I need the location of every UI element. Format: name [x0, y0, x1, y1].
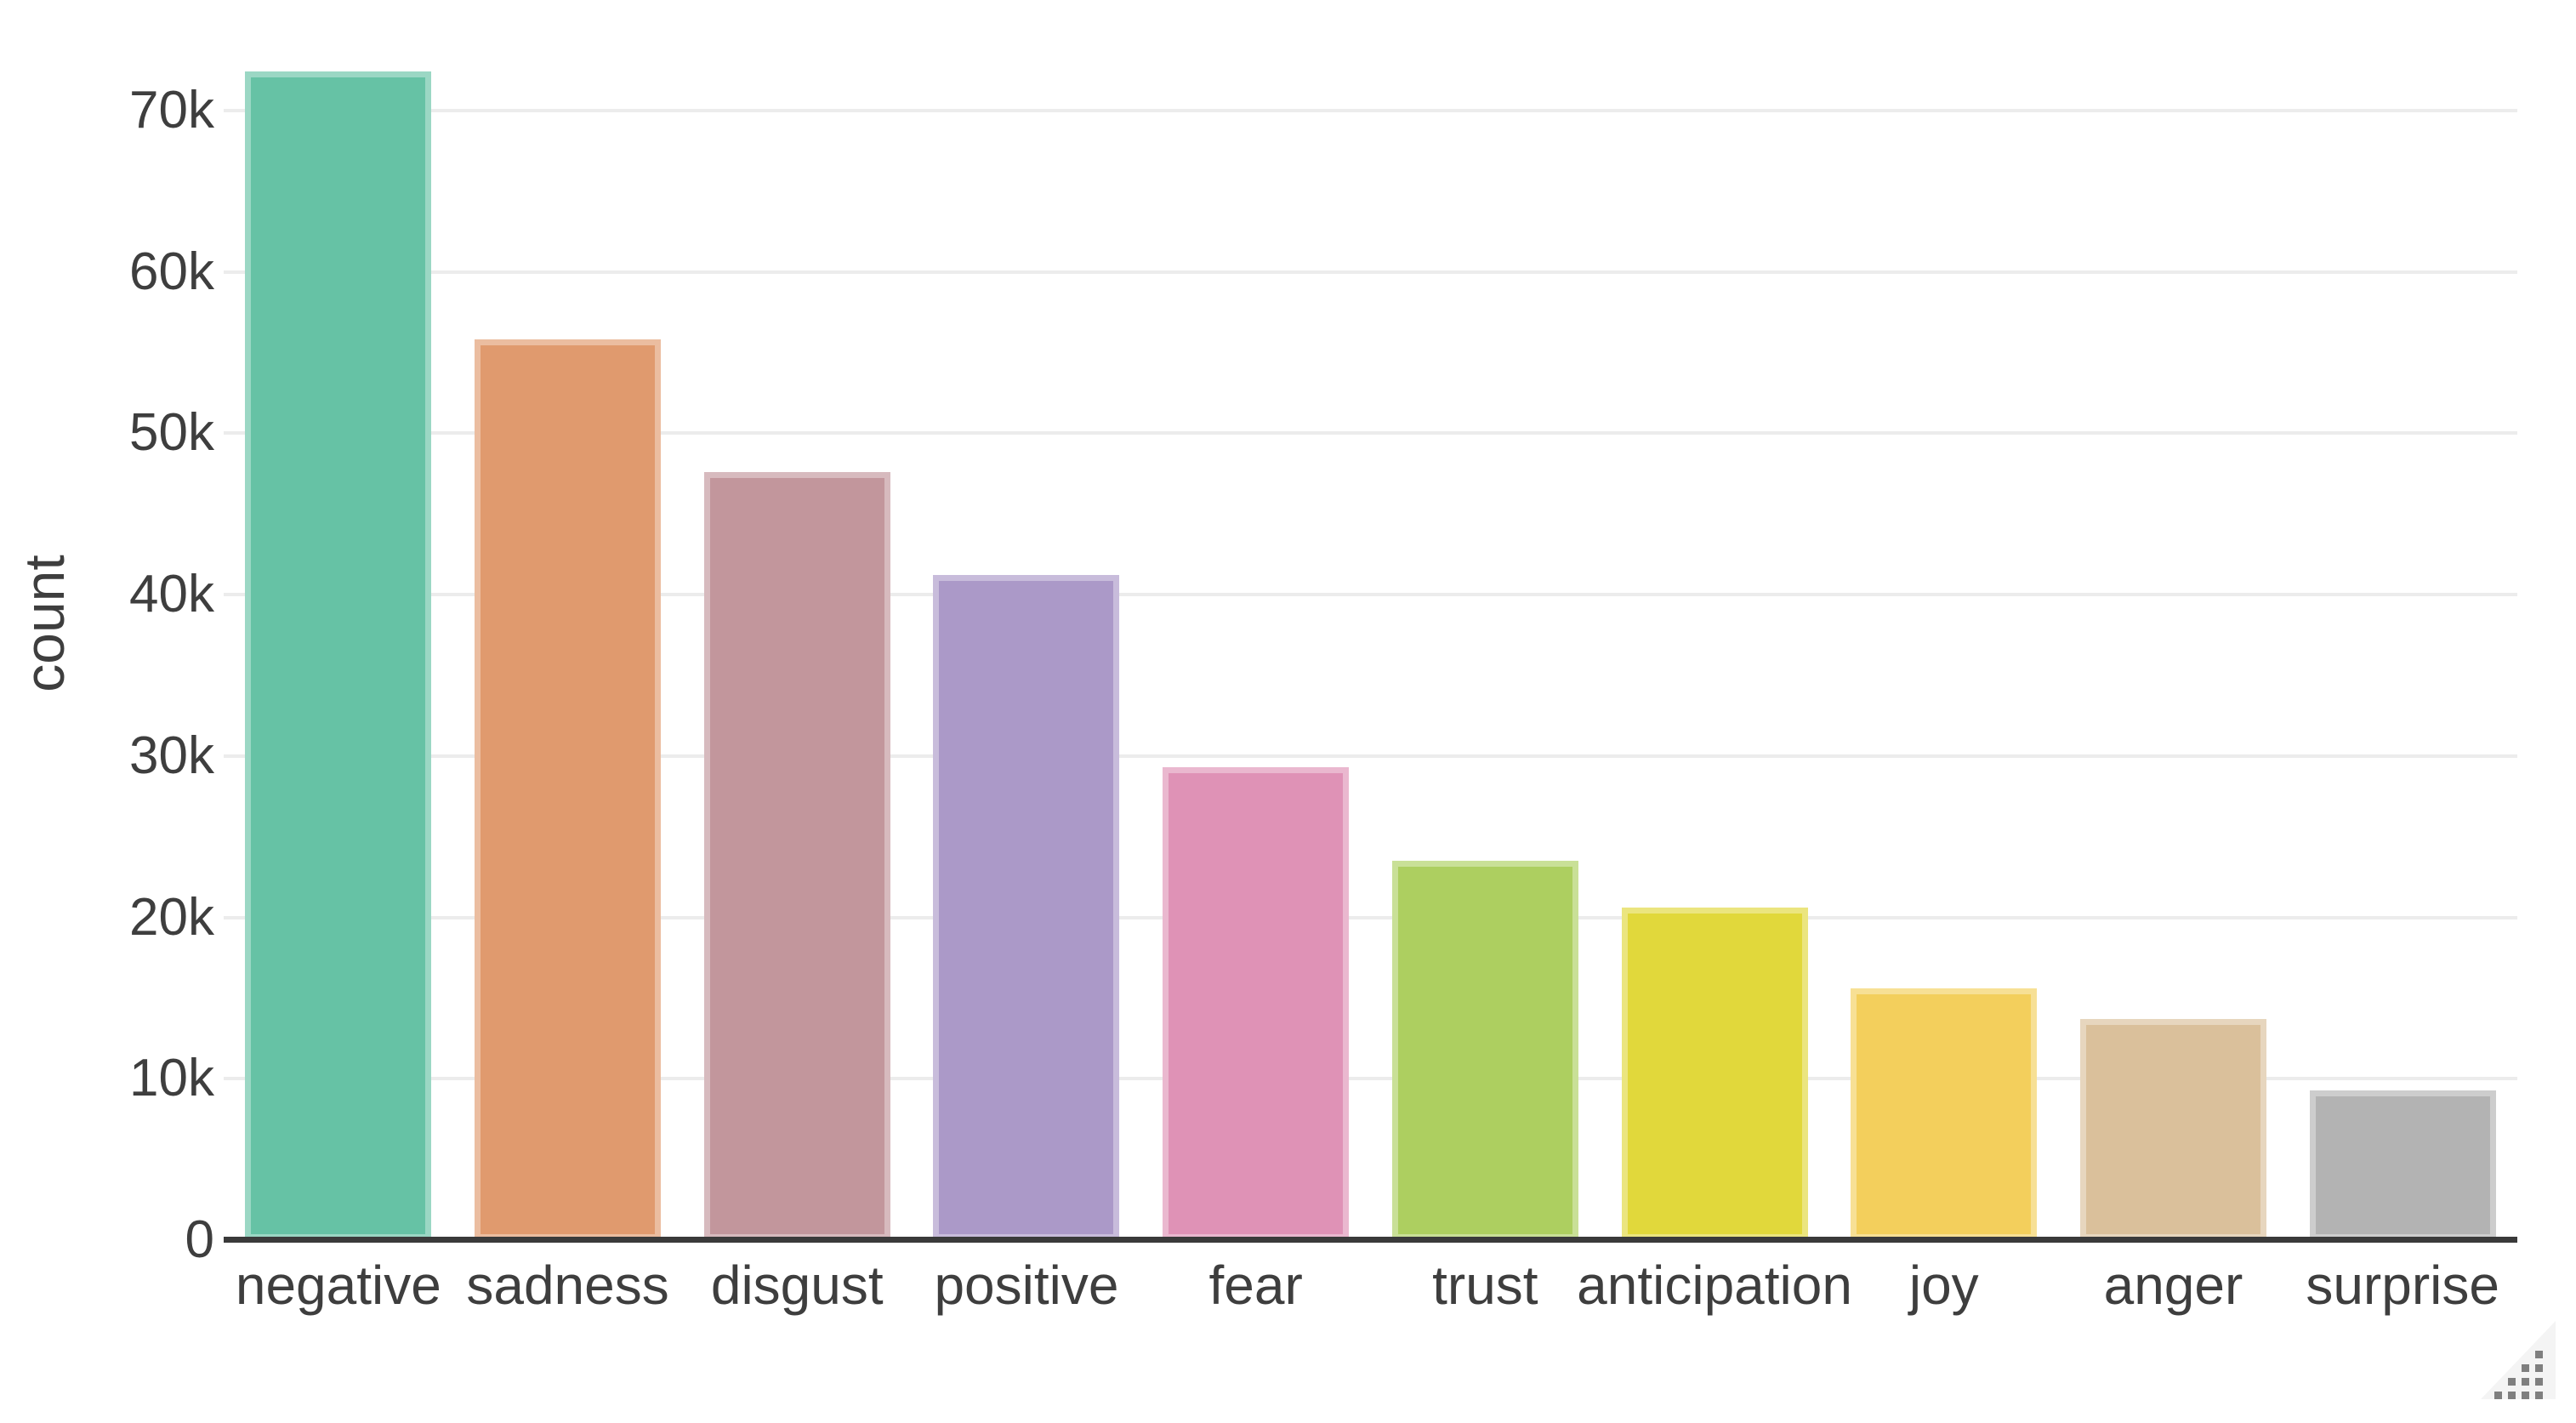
x-tick-label-sadness: sadness — [466, 1255, 669, 1316]
y-tick-label: 10k — [129, 1049, 214, 1108]
y-tick-label: 30k — [129, 726, 214, 785]
gridline — [224, 431, 2517, 435]
y-tick-label: 70k — [129, 81, 214, 139]
bar-anger[interactable] — [2079, 1019, 2266, 1240]
resize-grip-icon[interactable] — [2471, 1321, 2556, 1406]
x-tick-label-anger: anger — [2103, 1255, 2243, 1316]
gridline — [224, 1077, 2517, 1081]
bar-trust[interactable] — [1391, 861, 1578, 1240]
y-tick-label: 40k — [129, 565, 214, 624]
x-tick-label-fear: fear — [1208, 1255, 1303, 1316]
gridline — [224, 754, 2517, 758]
gridline — [224, 593, 2517, 597]
x-tick-label-anticipation: anticipation — [1577, 1255, 1852, 1316]
bar-sadness[interactable] — [475, 339, 662, 1240]
x-tick-label-negative: negative — [235, 1255, 441, 1316]
bar-positive[interactable] — [933, 575, 1120, 1240]
x-tick-label-joy: joy — [1908, 1255, 1979, 1316]
y-tick-label: 60k — [129, 242, 214, 301]
gridline — [224, 270, 2517, 274]
gridline — [224, 109, 2517, 112]
bar-fear[interactable] — [1163, 767, 1350, 1240]
x-tick-label-surprise: surprise — [2306, 1255, 2499, 1316]
bar-surprise[interactable] — [2309, 1090, 2496, 1240]
x-tick-label-positive: positive — [934, 1255, 1119, 1316]
y-tick-label: 50k — [129, 403, 214, 463]
resize-grip-triangle — [2481, 1321, 2556, 1399]
bar-negative[interactable] — [245, 71, 432, 1240]
gridline — [224, 915, 2517, 919]
resize-grip-dots — [2494, 1351, 2543, 1399]
y-tick-label: 20k — [129, 887, 214, 947]
y-tick-label: 0 — [185, 1210, 214, 1269]
bar-disgust[interactable] — [703, 471, 890, 1240]
x-axis-line — [224, 1237, 2517, 1243]
x-tick-label-disgust: disgust — [710, 1255, 884, 1316]
x-tick-label-trust: trust — [1432, 1255, 1538, 1316]
bar-anticipation[interactable] — [1621, 908, 1808, 1240]
bar-joy[interactable] — [1851, 988, 2038, 1240]
